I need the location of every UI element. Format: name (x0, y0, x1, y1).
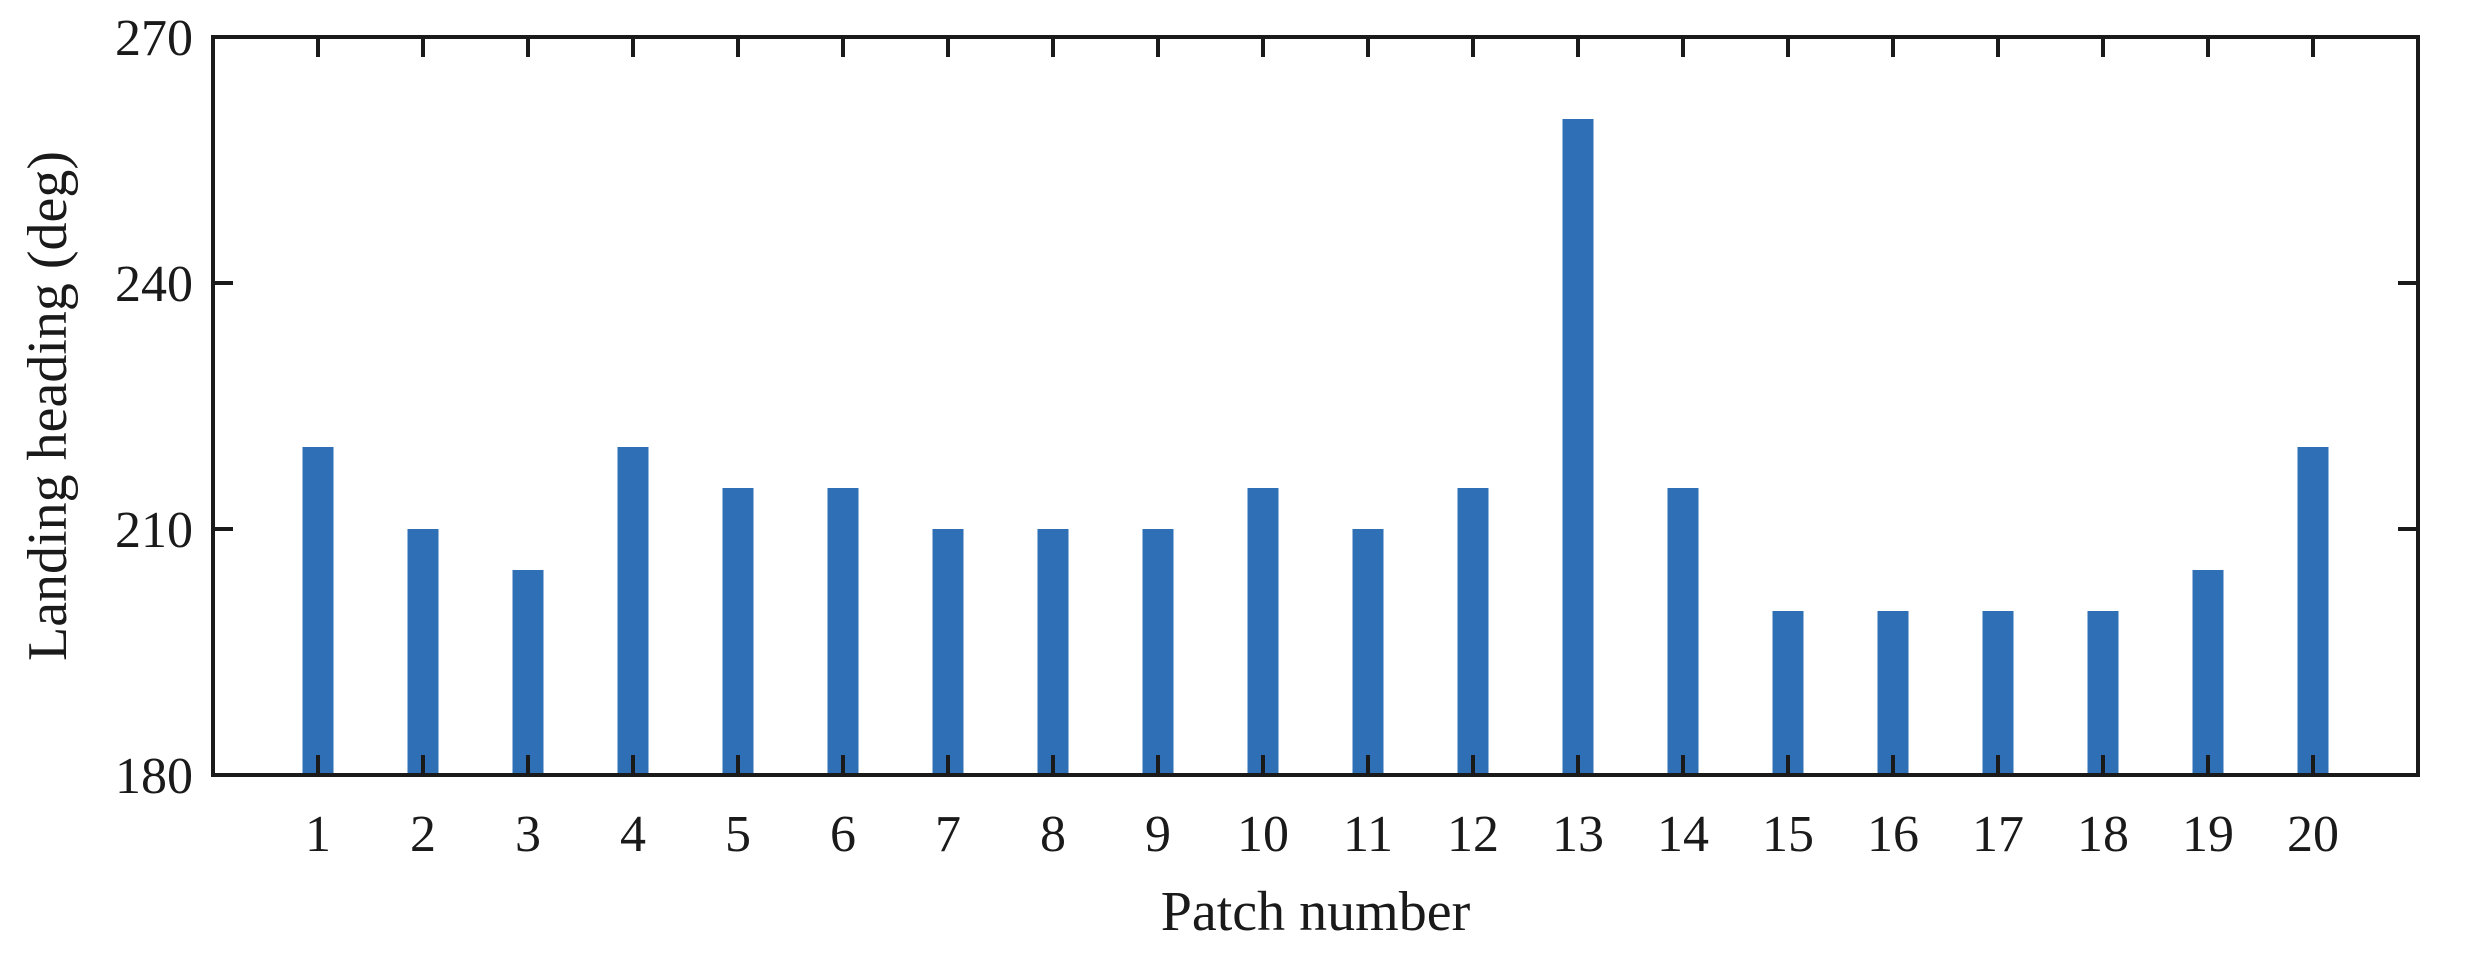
x-tick-label: 13 (1552, 806, 1604, 863)
bar-patch-14 (1667, 488, 1699, 775)
y-tick-label: 210 (115, 502, 193, 559)
bar-patch-6 (827, 488, 859, 775)
x-tick-label: 16 (1867, 806, 1919, 863)
x-tick-label: 6 (830, 806, 856, 863)
ticks-layer (213, 35, 2418, 777)
bar-patch-7 (932, 529, 964, 775)
labels-layer: 1 2 3 4 5 6 7 8 9 10 11 12 13 14 15 16 17 18 19 20180210240… (115, 10, 2339, 863)
bar-patch-11 (1352, 529, 1384, 775)
x-tick-label: 4 (620, 806, 646, 863)
y-tick-label: 270 (115, 10, 193, 67)
bar-patch-3 (512, 570, 544, 775)
x-tick-label: 11 (1343, 806, 1393, 863)
bar-patch-8 (1037, 529, 1069, 775)
bar-patch-10 (1247, 488, 1279, 775)
bar-patch-15 (1772, 611, 1804, 775)
x-tick-label: 19 (2182, 806, 2234, 863)
x-tick-label: 8 (1040, 806, 1066, 863)
x-tick-label: 1 (305, 806, 331, 863)
x-tick-label: 15 (1762, 806, 1814, 863)
x-tick-label: 3 (515, 806, 541, 863)
bar-patch-2 (407, 529, 439, 775)
x-tick-label: 17 (1972, 806, 2024, 863)
x-tick-label: 9 (1145, 806, 1171, 863)
x-axis-title: Patch number (1161, 881, 1471, 943)
bar-patch-20 (2297, 447, 2329, 775)
bars-layer (302, 119, 2329, 775)
y-tick-label: 180 (115, 748, 193, 805)
bar-patch-5 (722, 488, 754, 775)
plot-frame (211, 35, 2420, 777)
y-tick-label: 240 (115, 256, 193, 313)
bar-patch-9 (1142, 529, 1174, 775)
x-tick-label: 14 (1657, 806, 1709, 863)
bar-patch-16 (1877, 611, 1909, 775)
bar-patch-13 (1562, 119, 1594, 775)
bar-patch-4 (617, 447, 649, 775)
y-axis-title: Landing heading (deg) (17, 151, 79, 661)
bar-patch-12 (1457, 488, 1489, 775)
x-tick-label: 5 (725, 806, 751, 863)
bar-patch-19 (2192, 570, 2224, 775)
bar-patch-17 (1982, 611, 2014, 775)
x-tick-label: 20 (2287, 806, 2339, 863)
x-tick-label: 12 (1447, 806, 1499, 863)
bar-patch-1 (302, 447, 334, 775)
bar-patch-18 (2087, 611, 2119, 775)
x-tick-label: 2 (410, 806, 436, 863)
x-tick-label: 7 (935, 806, 961, 863)
x-tick-label: 18 (2077, 806, 2129, 863)
x-tick-label: 10 (1237, 806, 1289, 863)
